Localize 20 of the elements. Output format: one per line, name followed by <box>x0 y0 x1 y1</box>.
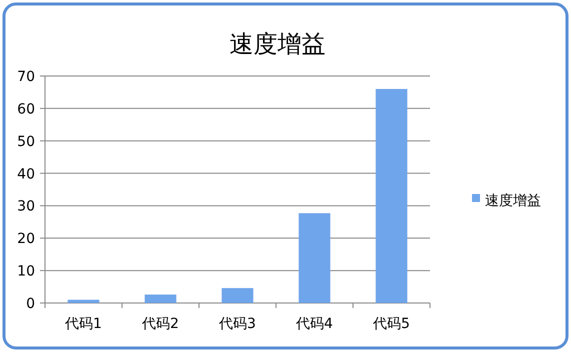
bar <box>68 300 100 303</box>
y-tick-label: 60 <box>17 101 35 118</box>
y-tick-label: 0 <box>26 296 35 312</box>
bar <box>298 213 330 303</box>
x-tick-label: 代码4 <box>295 316 334 332</box>
x-tick-label: 代码2 <box>141 316 179 332</box>
legend-label: 速度增益 <box>485 193 541 209</box>
y-tick-label: 30 <box>17 198 35 215</box>
bar <box>144 294 176 303</box>
y-tick-label: 20 <box>17 231 35 248</box>
bar <box>376 88 408 303</box>
y-tick-label: 50 <box>17 134 35 150</box>
x-tick-label: 代码1 <box>64 316 102 332</box>
y-tick-label: 10 <box>17 264 35 280</box>
x-tick-label: 代码3 <box>218 316 256 332</box>
y-tick-label: 40 <box>17 166 35 182</box>
y-tick-label: 70 <box>17 69 35 85</box>
x-tick-label: 代码5 <box>372 316 410 332</box>
chart-title: 速度增益 <box>230 30 326 58</box>
bar <box>222 288 254 303</box>
